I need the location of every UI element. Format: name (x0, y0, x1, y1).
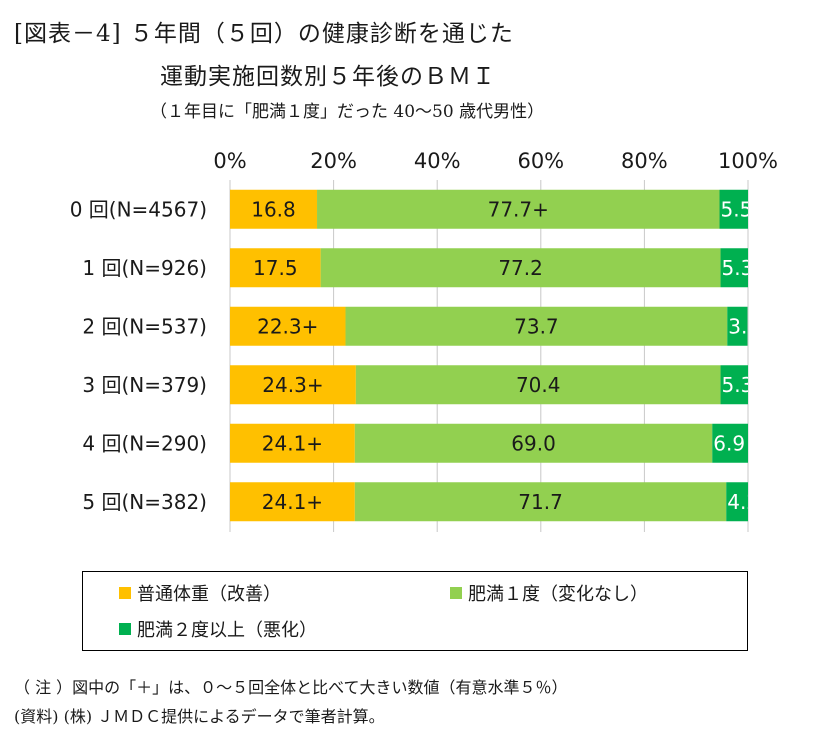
x-tick-label: 20% (310, 149, 357, 173)
data-label: 16.8 (251, 197, 296, 221)
legend-item-worsened: 肥満２度以上（悪化） (119, 616, 317, 642)
x-tick-label: 40% (414, 149, 461, 173)
data-label: 5.3 (722, 373, 754, 397)
data-labels: 16.8 77.7+ 5.5 17.5 77.2 5.3 22.3+ 73.7 3.9 24.3+… (251, 197, 760, 514)
bar-segment (230, 482, 355, 522)
bar-segment (720, 248, 748, 288)
bar-segment (317, 189, 720, 229)
footnote: （ 注 ）図中の「＋」は、０～５回全体と比べて大きい数値（有意水準５％） (14, 678, 568, 697)
chart-title-line2: 運動実施回数別５年後のＢＭＩ (160, 64, 496, 90)
x-tick-label: 60% (517, 149, 564, 173)
data-label: 3.9 (728, 314, 760, 338)
category-label: 3 回(N=379) (82, 373, 207, 397)
data-label: 69.0 (511, 431, 556, 455)
chart-title-line1: [図表－4] ５年間（５回）の健康診断を通じた (14, 21, 514, 47)
bar-segment (720, 365, 748, 405)
legend-label-improved: 普通体重（改善） (137, 584, 281, 605)
x-tick-label: 80% (621, 149, 668, 173)
grid-layer (229, 180, 749, 532)
bar-segment (320, 248, 721, 288)
bar-segment (230, 189, 318, 229)
data-label: 77.2 (498, 256, 543, 280)
legend: 普通体重（改善） 肥満１度（変化なし） 肥満２度以上（悪化） (82, 571, 748, 651)
data-label: 71.7 (518, 490, 563, 514)
bar-segment (354, 423, 713, 463)
bar-segment (355, 365, 721, 405)
bar-segment (727, 306, 748, 346)
bar-segments (230, 189, 748, 522)
x-tick-label: 100% (718, 149, 778, 173)
data-label: 5.5 (721, 197, 753, 221)
x-tick-label: 0% (213, 149, 246, 173)
bar-segment (719, 189, 748, 229)
data-label: 24.3+ (262, 373, 323, 397)
data-label: 6.9 (713, 431, 745, 455)
source-note: (資料) (株) ＪＭＤＣ提供によるデータで筆者計算。 (14, 707, 385, 726)
bar-segment (230, 365, 356, 405)
bar-segment (354, 482, 727, 522)
legend-swatch-worsened (119, 623, 131, 635)
bar-segment (712, 423, 748, 463)
bar-segment (726, 482, 748, 522)
data-label: 73.7 (514, 314, 559, 338)
category-label: 5 回(N=382) (82, 490, 207, 514)
legend-swatch-improved (119, 587, 131, 599)
legend-item-improved: 普通体重（改善） (119, 580, 281, 606)
data-label: 22.3+ (257, 314, 318, 338)
data-label: 77.7+ (488, 197, 549, 221)
legend-swatch-unchanged (450, 587, 462, 599)
data-label: 70.4 (516, 373, 561, 397)
category-label: 4 回(N=290) (82, 431, 207, 455)
category-labels: 0 回(N=4567) 1 回(N=926) 2 回(N=537) 3 回(N=379… (70, 197, 207, 514)
data-label: 4.2 (727, 490, 759, 514)
legend-item-unchanged: 肥満１度（変化なし） (450, 580, 648, 606)
category-label: 1 回(N=926) (82, 256, 207, 280)
legend-label-worsened: 肥満２度以上（悪化） (137, 620, 317, 641)
category-label: 0 回(N=4567) (70, 197, 207, 221)
bar-segment (345, 306, 728, 346)
legend-label-unchanged: 肥満１度（変化なし） (468, 584, 648, 605)
chart-subtitle: （１年目に「肥満１度」だった 40～50 歳代男性） (150, 102, 545, 122)
stacked-bar-chart: 0% 20% 40% 60% 80% 100% 0 回(N=4567) 1 回(N=926)… (70, 149, 778, 532)
bar-segment (230, 423, 355, 463)
data-label: 5.3 (722, 256, 754, 280)
category-label: 2 回(N=537) (82, 314, 207, 338)
data-label: 17.5 (253, 256, 298, 280)
data-label: 24.1+ (262, 490, 323, 514)
bar-segment (230, 248, 321, 288)
x-tick-labels: 0% 20% 40% 60% 80% 100% (213, 149, 778, 173)
data-label: 24.1+ (262, 431, 323, 455)
bar-segment (230, 306, 346, 346)
